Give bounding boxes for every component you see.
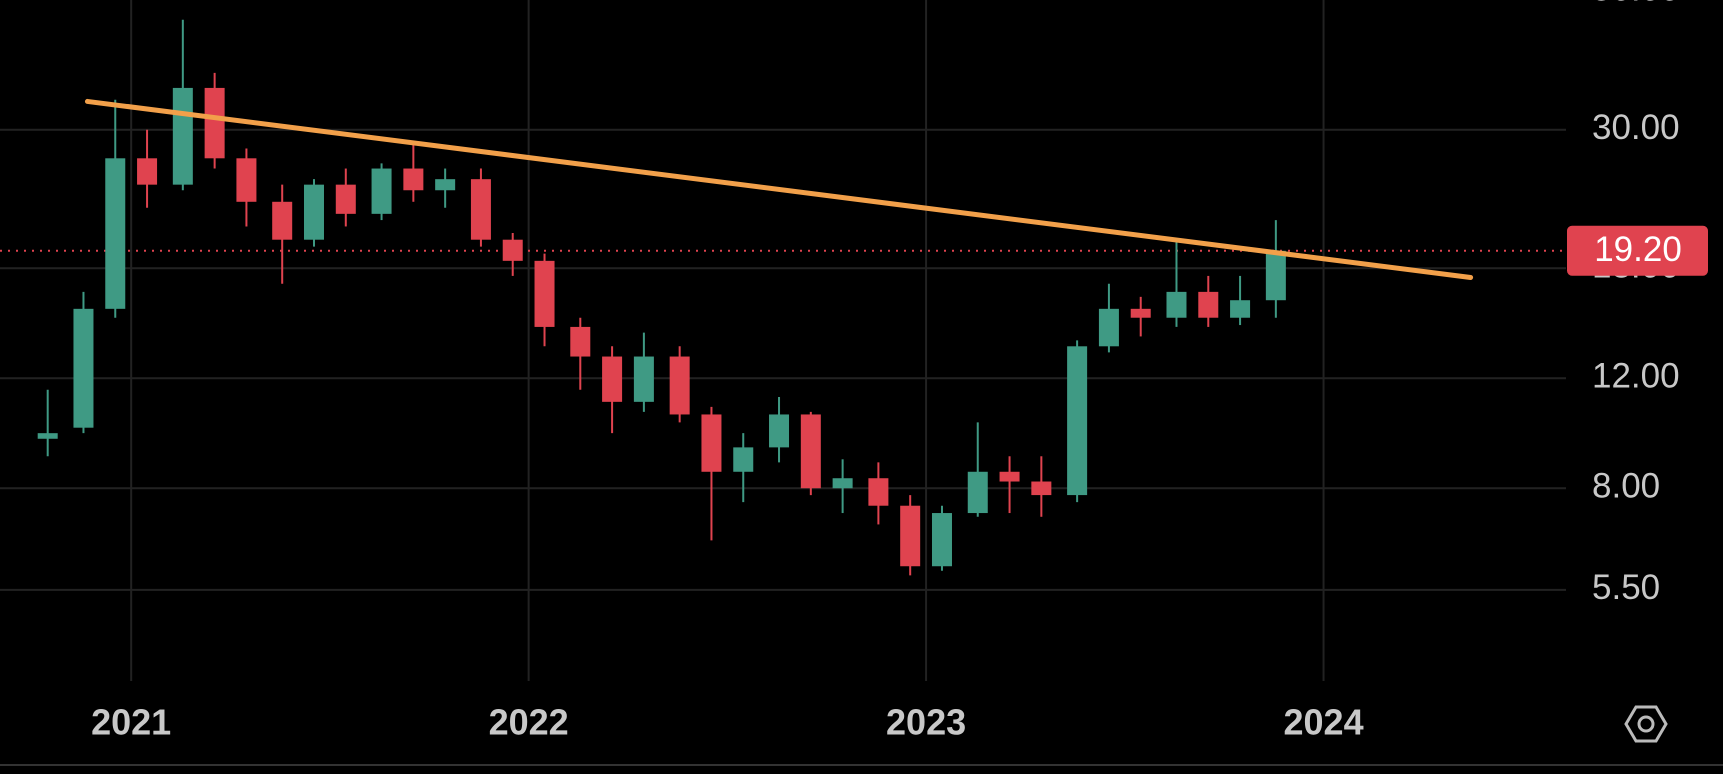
candle-body [534,260,555,327]
candle-body [800,414,821,489]
settings-circle [1637,715,1655,733]
candle-body [733,447,754,472]
candle-body [1098,308,1119,347]
candle-body [236,158,257,202]
candle-body [1130,308,1151,318]
y-tick-label: 8.00 [1592,466,1660,505]
candle-body [769,414,790,448]
candle-body [105,158,126,309]
candle-body [1166,291,1187,318]
candle-body [470,179,491,240]
candle-body [1230,300,1251,318]
candle-body [335,184,356,214]
candle-body [172,87,193,185]
candle-body [204,87,225,159]
candle-body [999,471,1020,482]
candle-body [403,168,424,191]
candle-body [931,513,952,567]
candle-body [371,168,392,214]
candle-body [602,356,623,402]
x-tick-label: 2022 [489,702,569,743]
x-tick-label: 2024 [1284,702,1364,743]
settings-hexagon [1624,705,1668,743]
candle-body [303,184,324,240]
x-tick-label: 2021 [91,702,171,743]
y-tick-label: 30.00 [1592,108,1680,147]
candle-body [669,356,690,415]
settings-icon[interactable] [1624,705,1668,743]
candle-body [701,414,722,472]
candle-body [832,478,853,489]
candle-body [1031,481,1052,496]
candle-body [435,179,456,191]
candle-body [502,239,523,261]
y-tick-label: 50.00 [1592,0,1680,8]
last-price-label: 19.20 [1594,230,1682,269]
x-tick-label: 2023 [886,702,966,743]
candle-body [272,201,293,240]
candle-body [570,326,591,357]
y-tick-label: 5.50 [1592,568,1660,607]
candle-body [868,478,889,506]
candle-body [1265,250,1286,301]
y-tick-label: 12.00 [1592,356,1680,395]
candle-body [1067,346,1088,496]
candle-body [900,505,921,567]
candle-body [73,308,94,428]
trendline [84,98,1474,280]
candle-body [633,356,654,402]
last-price-tag [1567,225,1708,276]
candle-body [137,158,158,185]
candle-body [37,433,58,439]
candle-body [1198,291,1219,318]
candle-body [967,471,988,514]
